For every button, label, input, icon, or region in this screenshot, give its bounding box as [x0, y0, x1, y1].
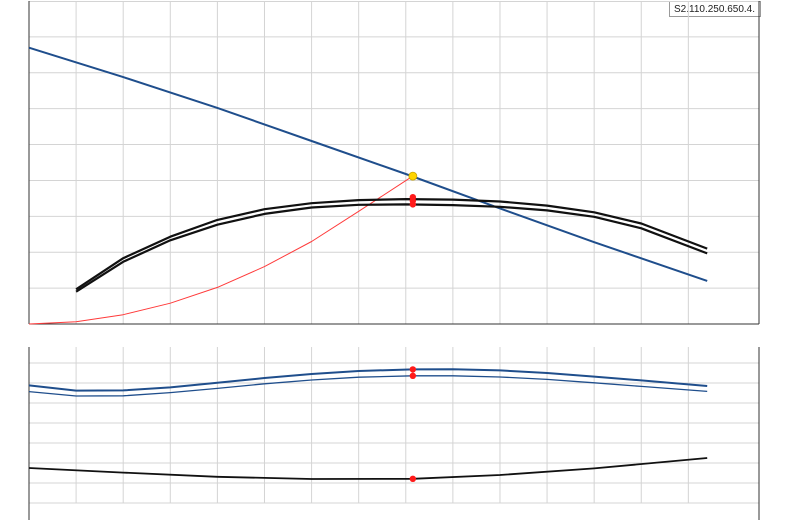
grid-layer	[28, 1, 759, 504]
pump-curve-line	[28, 46, 708, 282]
efficiency-lower-line	[75, 203, 708, 293]
efficiency-upper-line	[75, 198, 708, 291]
p2-line	[28, 375, 708, 397]
model-label: S2.110.250.650.4.	[674, 4, 755, 15]
p1-line	[28, 368, 708, 392]
marker-layer	[408, 171, 418, 482]
system-curve-line	[28, 175, 414, 325]
npsh-line	[28, 457, 708, 480]
axes-layer	[28, 1, 760, 520]
duty-point-marker	[408, 171, 418, 181]
operating-point-marker	[409, 372, 417, 379]
operating-point-marker	[409, 366, 417, 373]
operating-point-marker	[409, 201, 417, 208]
series-layer	[28, 46, 708, 480]
operating-point-marker	[409, 475, 417, 482]
